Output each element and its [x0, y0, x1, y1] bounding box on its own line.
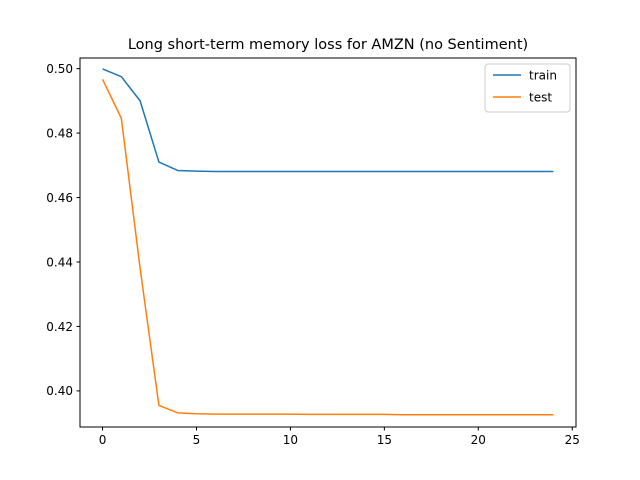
y-tick-label: 0.50 — [46, 62, 73, 76]
y-tick-label: 0.42 — [46, 320, 73, 334]
x-axis: 0 5 10 15 20 25 — [99, 427, 580, 447]
legend-box — [484, 63, 571, 113]
x-tick-label: 5 — [193, 433, 201, 447]
legend-label-train: train — [529, 68, 557, 82]
chart-title: Long short-term memory loss for AMZN (no… — [128, 37, 528, 53]
series-line-test — [101, 78, 554, 416]
series-line-train — [102, 68, 554, 173]
y-tick-label: 0.40 — [46, 384, 73, 398]
x-tick-label: 20 — [471, 433, 486, 447]
x-tick-label: 15 — [377, 433, 392, 447]
legend-label-test: test — [529, 90, 552, 104]
y-tick-label: 0.48 — [46, 126, 73, 140]
x-tick-label: 10 — [283, 433, 298, 447]
y-axis: 0.40 0.42 0.44 0.46 0.48 0.50 — [46, 62, 80, 398]
y-tick-label: 0.46 — [46, 191, 73, 205]
axes-frame — [79, 57, 577, 428]
plot-area — [101, 68, 554, 416]
x-tick-label: 0 — [99, 433, 107, 447]
x-tick-label: 25 — [565, 433, 580, 447]
legend: train test — [484, 63, 571, 113]
y-tick-label: 0.44 — [46, 255, 73, 269]
